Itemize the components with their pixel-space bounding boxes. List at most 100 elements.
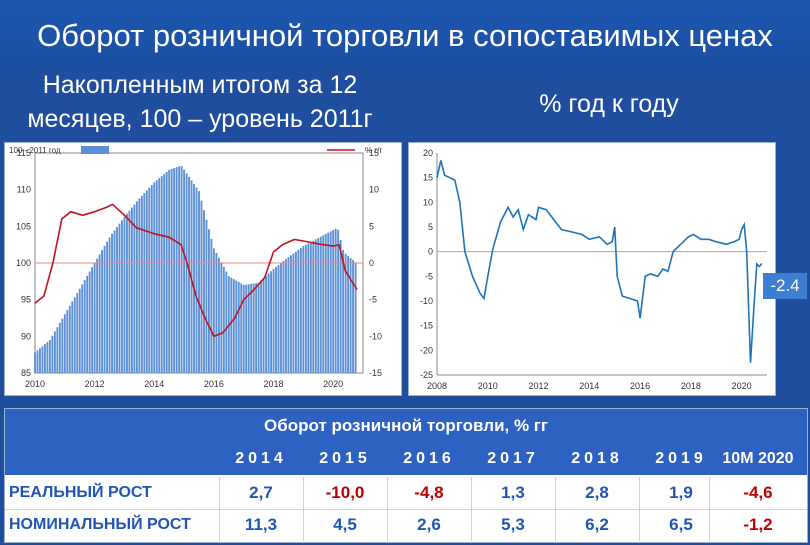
table-title: Оборот розничной торговли, % гг xyxy=(5,409,807,443)
bar xyxy=(332,230,335,373)
bar xyxy=(118,223,121,373)
bar xyxy=(267,273,270,373)
bar xyxy=(352,260,354,373)
bar xyxy=(205,219,208,373)
bar xyxy=(180,166,183,373)
bar xyxy=(143,193,146,373)
bar xyxy=(232,279,235,373)
bar xyxy=(220,262,223,373)
bar xyxy=(195,187,198,373)
bar xyxy=(312,240,315,373)
y-tick: 0 xyxy=(428,247,433,257)
retail-table: Оборот розничной торговли, % гг 2014 201… xyxy=(4,408,808,543)
yoy-line xyxy=(436,160,763,363)
bar xyxy=(282,261,285,373)
bar xyxy=(135,201,138,373)
bar xyxy=(235,280,238,373)
bar xyxy=(245,284,248,373)
table-cell: 2,7 xyxy=(249,483,273,502)
bar xyxy=(103,245,106,373)
bar xyxy=(250,283,253,373)
bar xyxy=(260,280,263,373)
bar xyxy=(93,263,96,373)
bar xyxy=(121,220,123,373)
y-tick-left: 100 xyxy=(16,258,31,268)
table-cell: 6,5 xyxy=(669,515,693,534)
bar xyxy=(347,255,350,373)
bar xyxy=(96,258,99,373)
table-cell: 11,3 xyxy=(244,515,278,534)
bar xyxy=(314,239,317,373)
header-cell: 2015 xyxy=(319,450,371,467)
bar xyxy=(163,174,166,373)
left-chart: 85 90 95 100 105 110 115 -15 -10 -5 0 5 10 15 2010 2012… xyxy=(9,146,382,389)
col-divider xyxy=(219,477,220,541)
bar xyxy=(175,167,178,373)
bar xyxy=(317,238,320,373)
bar xyxy=(76,292,79,373)
table-header-row: 2014 2015 2016 2017 2018 2019 10M 2020 xyxy=(5,443,807,475)
table-cell: 6,2 xyxy=(585,515,609,534)
header-cell: 2016 xyxy=(403,450,455,467)
bar xyxy=(39,348,41,373)
bar xyxy=(292,253,295,373)
bar xyxy=(83,280,86,373)
y-tick-left: 95 xyxy=(21,295,31,305)
bar xyxy=(158,178,161,373)
right-chart-panel: -25 -20 -15 -10 -5 0 5 10 15 20 2008 2010 2012 2014 20… xyxy=(408,142,776,396)
legend-bar-swatch xyxy=(81,146,109,154)
y-tick-right: -15 xyxy=(369,368,382,378)
bar xyxy=(173,168,176,373)
bar xyxy=(61,318,64,373)
bar xyxy=(116,227,118,373)
bar xyxy=(71,301,74,373)
bar xyxy=(215,252,218,373)
bar xyxy=(86,275,89,373)
bar xyxy=(354,262,357,373)
bar xyxy=(68,305,71,373)
y-tick-left: 115 xyxy=(17,148,31,158)
table-cell: -4,6 xyxy=(743,483,773,502)
bar xyxy=(133,204,136,373)
bar xyxy=(252,283,255,373)
x-tick: 2014 xyxy=(144,379,164,389)
bar xyxy=(106,241,108,373)
bar xyxy=(349,257,352,373)
y-tick-left: 110 xyxy=(17,185,31,195)
x-tick: 2012 xyxy=(85,379,105,389)
header-cell: 2018 xyxy=(571,450,623,467)
bar xyxy=(185,173,188,373)
y-tick: -15 xyxy=(420,321,433,331)
col-divider xyxy=(303,477,304,541)
bar xyxy=(46,342,49,373)
legend-line-label: % г/г xyxy=(365,146,382,155)
bar xyxy=(334,228,337,373)
bar xyxy=(51,335,54,373)
bar xyxy=(91,267,94,373)
bar xyxy=(155,180,158,373)
x-tick: 2016 xyxy=(204,379,224,389)
table-row-real: РЕАЛЬНЫЙ РОСТ 2,7 -10,0 -4,8 1,3 2,8 1,9… xyxy=(5,477,807,509)
bar xyxy=(130,207,133,373)
bar xyxy=(272,268,275,373)
bar xyxy=(48,340,51,373)
bar xyxy=(193,184,195,373)
bar xyxy=(188,176,190,373)
bar xyxy=(277,264,280,373)
table-cell: 1,9 xyxy=(669,483,693,502)
y-tick-right: 10 xyxy=(369,185,379,195)
table-cell: -1,2 xyxy=(743,515,773,534)
y-tick: 10 xyxy=(423,197,433,207)
yoy-line xyxy=(34,203,358,338)
bar xyxy=(322,235,325,373)
bar xyxy=(58,322,61,373)
left-chart-subtitle: Накопленным итогом за 12 месяцев, 100 – … xyxy=(0,68,400,138)
bar xyxy=(178,166,181,373)
bar xyxy=(242,285,245,373)
bar xyxy=(53,331,56,373)
left-subtitle-line2: месяцев, 100 – уровень 2011г xyxy=(27,105,373,133)
table-cell: 4,5 xyxy=(333,515,357,534)
bar xyxy=(44,344,46,373)
bar xyxy=(270,271,272,373)
bar xyxy=(342,249,345,373)
